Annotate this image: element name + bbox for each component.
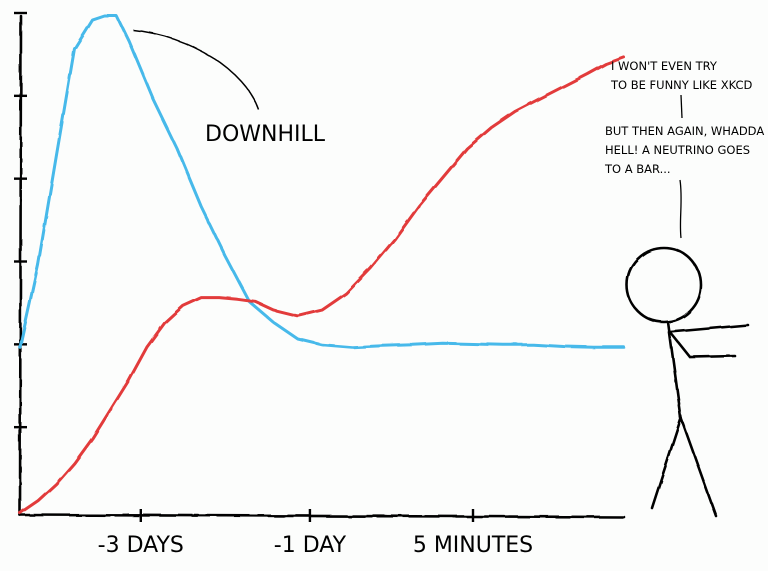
- x-tick-label-2: 5 MINUTES: [413, 533, 533, 558]
- stick-figure-illustration: [625, 246, 750, 518]
- stick-figure-leg-right: [679, 416, 718, 518]
- x-tick-label-1: -1 DAY: [274, 533, 347, 558]
- annotation-downhill: DOWNHILL: [205, 122, 326, 147]
- stick-figure-arm-upper: [668, 323, 750, 334]
- y-axis-line: [18, 14, 23, 517]
- series-group: [18, 14, 626, 515]
- stick-figure-arm-lower: [668, 330, 737, 359]
- axes: [18, 14, 626, 519]
- speech-connector-top: [680, 94, 683, 119]
- stick-figure-body: [666, 320, 683, 420]
- speech-line-4: HELL! A NEUTRINO GOES: [605, 143, 750, 157]
- stick-figure-head: [625, 246, 703, 324]
- series-line-1: [18, 14, 626, 349]
- x-tick-label-0: -3 DAYS: [98, 533, 184, 558]
- speech-line-1: I WON'T EVEN TRY: [611, 59, 718, 73]
- x-ticks: -3 DAYS -1 DAY 5 MINUTES: [98, 509, 533, 558]
- stick-figure-leg-left: [650, 416, 683, 510]
- speech-tail: [679, 179, 682, 239]
- speech-bubble: I WON'T EVEN TRY TO BE FUNNY LIKE XKCD B…: [604, 59, 764, 239]
- annotation-leader-line: [132, 29, 260, 111]
- series-line-2: [18, 55, 626, 515]
- speech-line-3: BUT THEN AGAIN, WHADDA: [605, 124, 764, 138]
- speech-line-2: TO BE FUNNY LIKE XKCD: [610, 78, 753, 92]
- x-axis-line: [18, 513, 626, 519]
- speech-line-5: TO A BAR...: [604, 162, 671, 176]
- y-ticks: [14, 11, 27, 429]
